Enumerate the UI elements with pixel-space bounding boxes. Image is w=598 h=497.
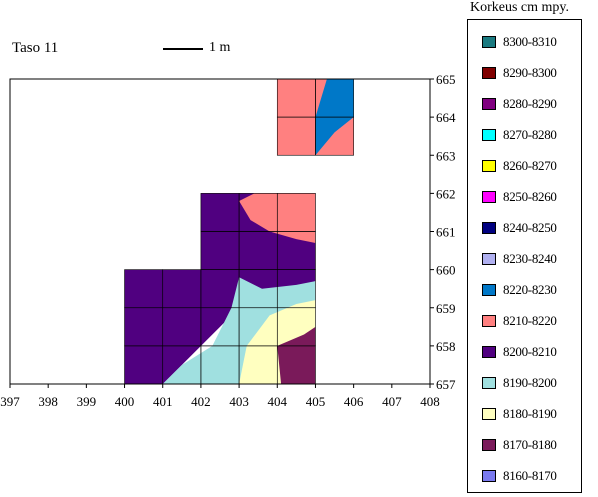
grid-lines (124, 78, 354, 385)
legend-swatch (482, 377, 496, 389)
x-tick-label: 400 (115, 394, 135, 409)
legend-label: 8160-8170 (503, 468, 557, 483)
legend-swatch (482, 284, 496, 296)
legend-swatch (482, 346, 496, 358)
legend-swatch (482, 67, 496, 79)
scale-label: 1 m (209, 40, 231, 55)
region-band-8170-8180 (277, 326, 316, 384)
legend-swatch (482, 470, 496, 482)
legend-label: 8240-8250 (503, 220, 557, 235)
legend-swatch (482, 408, 496, 420)
legend-item: 8260-8270 (482, 158, 557, 174)
y-tick-label: 658 (436, 339, 456, 354)
legend-item: 8270-8280 (482, 127, 557, 143)
legend-item: 8170-8180 (482, 437, 557, 453)
x-tick-label: 405 (306, 394, 326, 409)
legend-label: 8260-8270 (503, 158, 557, 173)
y-tick-label: 661 (436, 225, 456, 240)
legend-swatch (482, 36, 496, 48)
legend-item: 8250-8260 (482, 189, 557, 205)
legend-item: 8290-8300 (482, 65, 557, 81)
x-tick-label: 402 (191, 394, 211, 409)
legend-item: 8190-8200 (482, 375, 557, 391)
legend-label: 8280-8290 (503, 96, 557, 111)
x-tick-label: 404 (268, 394, 288, 409)
legend-swatch (482, 253, 496, 265)
legend-label: 8250-8260 (503, 189, 557, 204)
legend-item: 8240-8250 (482, 220, 557, 236)
legend: 8300-8310 8290-8300 8280-8290 8270-8280 8260… (467, 19, 582, 493)
x-tick-label: 403 (229, 394, 249, 409)
legend-label: 8220-8230 (503, 282, 557, 297)
legend-swatch (482, 315, 496, 327)
legend-swatch (482, 222, 496, 234)
y-tick-label: 662 (436, 186, 456, 201)
legend-swatch (482, 160, 496, 172)
level-title: Taso 11 (12, 40, 59, 56)
legend-label: 8210-8220 (503, 313, 557, 328)
y-tick-label: 660 (436, 263, 456, 278)
legend-item: 8230-8240 (482, 251, 557, 267)
x-tick-label: 407 (382, 394, 402, 409)
x-tick-label: 401 (153, 394, 173, 409)
y-tick-label: 659 (436, 301, 456, 316)
y-tick-label: 657 (436, 377, 456, 392)
x-tick-label: 397 (0, 394, 20, 409)
y-axis: 665 664 663 662 661 660 659 658 657 (430, 72, 456, 392)
legend-item: 8160-8170 (482, 468, 557, 484)
legend-item: 8210-8220 (482, 313, 557, 329)
legend-label: 8270-8280 (503, 127, 557, 142)
y-tick-label: 664 (436, 110, 456, 125)
x-tick-label: 408 (420, 394, 440, 409)
legend-item: 8220-8230 (482, 282, 557, 298)
x-tick-label: 399 (77, 394, 97, 409)
legend-swatch (482, 98, 496, 110)
x-tick-label: 406 (344, 394, 364, 409)
legend-item: 8300-8310 (482, 34, 557, 50)
legend-label: 8300-8310 (503, 34, 557, 49)
legend-label: 8200-8210 (503, 344, 557, 359)
y-tick-label: 665 (436, 72, 456, 87)
legend-item: 8280-8290 (482, 96, 557, 112)
legend-swatch (482, 129, 496, 141)
legend-label: 8170-8180 (503, 437, 557, 452)
legend-item: 8180-8190 (482, 406, 557, 422)
y-tick-label: 663 (436, 148, 456, 163)
legend-label: 8190-8200 (503, 375, 557, 390)
region-band-8200-8210 (124, 193, 316, 384)
legend-label: 8180-8190 (503, 406, 557, 421)
legend-title: Korkeus cm mpy. (470, 0, 570, 15)
legend-swatch (482, 191, 496, 203)
legend-item: 8200-8210 (482, 344, 557, 360)
legend-label: 8290-8300 (503, 65, 557, 80)
scale-bar (163, 48, 203, 50)
legend-swatch (482, 439, 496, 451)
legend-label: 8230-8240 (503, 251, 557, 266)
x-tick-label: 398 (38, 394, 58, 409)
x-axis: 397 398 399 400 401 402 403 404 405 406 407 408 (0, 384, 440, 409)
grid-cell (276, 193, 316, 232)
